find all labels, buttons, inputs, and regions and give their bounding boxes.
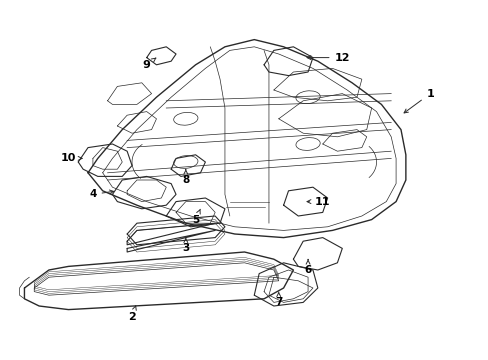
Text: 7: 7 [274, 292, 282, 307]
Text: 2: 2 [128, 306, 136, 322]
Text: 9: 9 [142, 58, 156, 70]
Text: 1: 1 [403, 89, 433, 113]
Text: 4: 4 [89, 189, 113, 199]
Text: 12: 12 [306, 53, 349, 63]
Text: 10: 10 [61, 153, 82, 163]
Text: 6: 6 [304, 260, 311, 275]
Text: 3: 3 [182, 238, 189, 253]
Text: 11: 11 [306, 197, 330, 207]
Text: 8: 8 [182, 170, 189, 185]
Text: 5: 5 [192, 209, 200, 225]
